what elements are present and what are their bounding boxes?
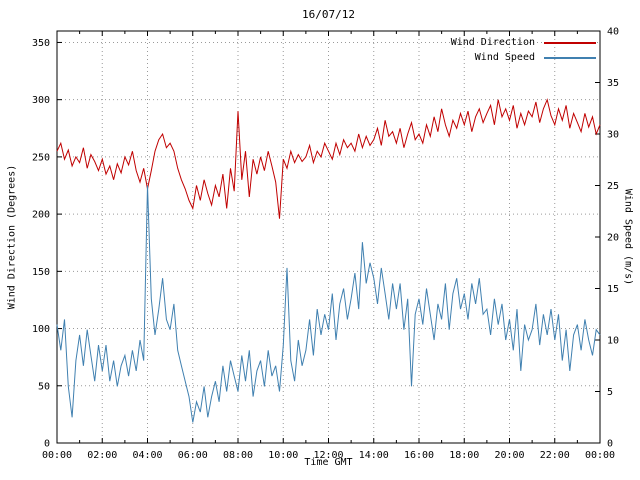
y-tick-label: 200: [32, 210, 50, 221]
legend: Wind Direction Wind Speed: [451, 37, 596, 63]
y-tick-label: 50: [38, 381, 50, 392]
x-tick-label: 04:00: [132, 450, 162, 461]
y2-tick-label: 5: [607, 387, 613, 398]
x-tick-label: 16:00: [404, 450, 434, 461]
x-tick-label: 10:00: [268, 450, 298, 461]
y-tick-label: 150: [32, 267, 50, 278]
y2-tick-label: 30: [607, 130, 619, 141]
x-tick-label: 22:00: [540, 450, 570, 461]
y-tick-label: 0: [44, 439, 50, 450]
y2-axis-label: Wind Speed (m/s): [622, 188, 634, 286]
y-tick-label: 250: [32, 152, 50, 163]
legend-item-wind-direction: Wind Direction: [451, 37, 596, 48]
y2-tick-label: 10: [607, 336, 619, 347]
y2-tick-label: 25: [607, 181, 619, 192]
x-tick-label: 20:00: [494, 450, 524, 461]
legend-item-wind-speed: Wind Speed: [475, 52, 596, 63]
legend-line-sample-wind-speed: [544, 56, 596, 59]
legend-line-sample-wind-direction: [544, 41, 596, 44]
y2-tick-label: 0: [607, 439, 613, 450]
y-tick-label: 100: [32, 324, 50, 335]
legend-label-wind-direction: Wind Direction: [450, 37, 535, 48]
x-tick-label: 18:00: [449, 450, 479, 461]
x-tick-label: 06:00: [178, 450, 208, 461]
x-tick-label: 08:00: [223, 450, 253, 461]
y2-tick-label: 35: [607, 78, 619, 89]
legend-label-wind-speed: Wind Speed: [474, 52, 535, 63]
x-tick-label: 00:00: [42, 450, 72, 461]
series-line-wind-speed: [56, 185, 601, 423]
plot-border: [56, 30, 601, 444]
x-tick-label: 14:00: [359, 450, 389, 461]
chart-title: 16/07/12: [302, 8, 355, 21]
y2-tick-label: 40: [607, 27, 619, 38]
x-axis-label: Time GMT: [304, 457, 353, 468]
x-tick-label: 00:00: [585, 450, 615, 461]
y-axis-label: Wind Direction (Degrees): [6, 164, 18, 310]
y2-tick-label: 15: [607, 284, 619, 295]
x-tick-label: 12:00: [313, 450, 343, 461]
y-tick-label: 300: [32, 95, 50, 106]
y2-tick-label: 20: [607, 233, 619, 244]
x-tick-label: 02:00: [87, 450, 117, 461]
y-tick-label: 350: [32, 38, 50, 49]
